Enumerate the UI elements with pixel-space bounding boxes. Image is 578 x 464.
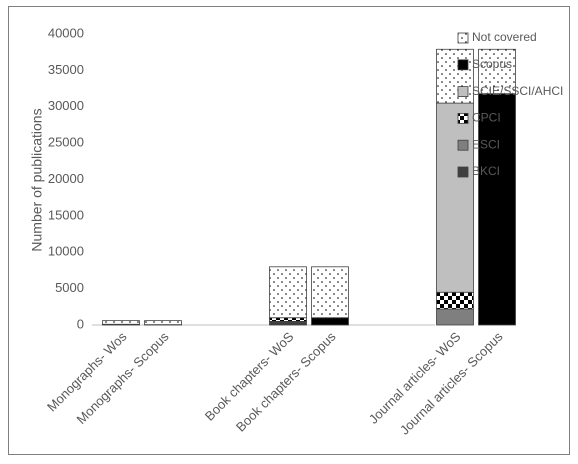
bar-segment (145, 321, 182, 325)
bar-segment (437, 309, 474, 325)
legend-swatch (458, 140, 468, 150)
y-axis-title: Number of publications (29, 108, 45, 251)
bar-segment (103, 321, 140, 325)
y-tick-label: 15000 (48, 207, 84, 222)
legend-swatch (458, 113, 468, 123)
bar-segment (270, 267, 307, 318)
legend-label: Scopus (472, 57, 512, 71)
legend-swatch (458, 87, 468, 97)
y-tick-label: 30000 (48, 98, 84, 113)
legend-swatch (458, 60, 468, 70)
legend-swatch (458, 33, 468, 43)
bar-segment (479, 94, 516, 325)
y-tick-label: 40000 (48, 25, 84, 40)
legend-label: ESCI (472, 137, 500, 151)
bar-segment (270, 318, 307, 322)
bar-segment (437, 292, 474, 309)
y-tick-label: 10000 (48, 244, 84, 259)
y-tick-label: 35000 (48, 62, 84, 77)
y-tick-label: 20000 (48, 171, 84, 186)
y-tick-label: 5000 (55, 280, 84, 295)
bar-segment (312, 267, 349, 318)
y-tick-label: 0 (77, 316, 84, 331)
legend-swatch (458, 167, 468, 177)
legend-label: CPCI (472, 111, 501, 125)
legend-label: BKCI (472, 164, 500, 178)
bar-segment (437, 103, 474, 292)
bar-segment (270, 321, 307, 325)
legend-label: Not covered (472, 30, 537, 44)
legend-label: SCIE/SSCI/AHCI (472, 84, 563, 98)
y-tick-label: 25000 (48, 135, 84, 150)
bar-segment (312, 318, 349, 325)
